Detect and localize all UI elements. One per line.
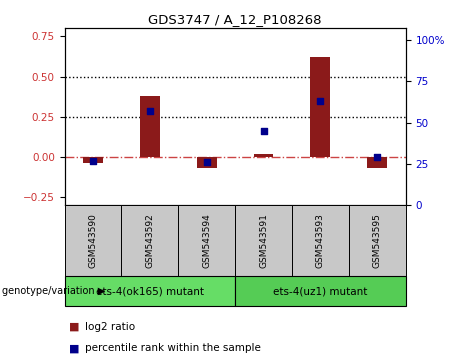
Bar <box>197 157 217 168</box>
Bar <box>65 205 121 276</box>
Bar <box>310 57 331 157</box>
Bar <box>178 205 235 276</box>
Text: ■: ■ <box>69 343 80 353</box>
Point <box>373 154 381 160</box>
Text: GSM543595: GSM543595 <box>373 213 382 268</box>
Point <box>203 160 210 165</box>
Text: percentile rank within the sample: percentile rank within the sample <box>85 343 261 353</box>
Text: GSM543590: GSM543590 <box>89 213 97 268</box>
Text: GSM543593: GSM543593 <box>316 213 325 268</box>
Title: GDS3747 / A_12_P108268: GDS3747 / A_12_P108268 <box>148 13 322 26</box>
Text: ■: ■ <box>69 322 80 332</box>
Point <box>317 98 324 104</box>
Bar <box>235 205 292 276</box>
Text: log2 ratio: log2 ratio <box>85 322 136 332</box>
Bar <box>235 276 406 306</box>
Bar <box>367 157 387 168</box>
Bar <box>140 96 160 157</box>
Bar <box>65 276 235 306</box>
Text: genotype/variation ▶: genotype/variation ▶ <box>2 286 106 296</box>
Bar <box>292 205 349 276</box>
Point <box>260 128 267 134</box>
Text: GSM543594: GSM543594 <box>202 213 211 268</box>
Bar <box>349 205 406 276</box>
Point <box>89 158 97 164</box>
Bar <box>254 154 273 157</box>
Bar <box>121 205 178 276</box>
Text: GSM543591: GSM543591 <box>259 213 268 268</box>
Text: GSM543592: GSM543592 <box>145 213 154 268</box>
Text: ets-4(ok165) mutant: ets-4(ok165) mutant <box>96 286 204 296</box>
Point <box>146 108 154 114</box>
Bar <box>83 157 103 164</box>
Text: ets-4(uz1) mutant: ets-4(uz1) mutant <box>273 286 367 296</box>
